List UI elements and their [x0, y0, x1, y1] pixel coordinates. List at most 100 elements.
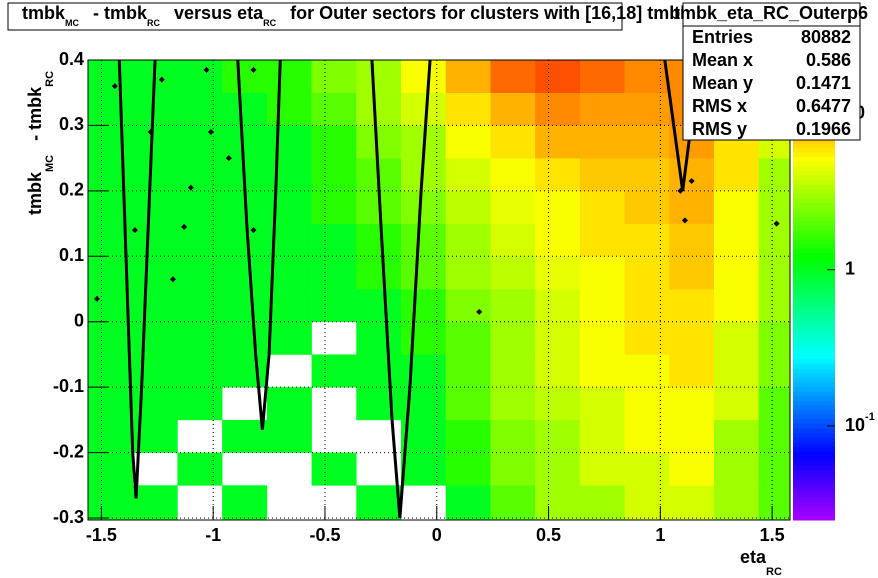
heatmap-cell: [445, 419, 491, 453]
palette-step: [793, 400, 835, 406]
palette-step: [793, 216, 835, 222]
heatmap-cell: [177, 387, 223, 421]
palette-step: [793, 469, 835, 475]
heatmap-cell: [624, 289, 670, 323]
heatmap-cell: [579, 354, 625, 388]
y-tick-label: 0.2: [59, 180, 84, 200]
heatmap-cell: [669, 387, 715, 421]
data-point: [681, 217, 688, 224]
heatmap-cell: [400, 190, 447, 224]
palette-step: [793, 152, 835, 158]
heatmap-cell: [222, 256, 268, 290]
heatmap-cell: [669, 419, 715, 453]
heatmap-cell: [713, 321, 760, 355]
title-sub: MC: [65, 18, 79, 28]
chart-title: tmbkMC - tmbkRC versus etaRC for Outer s…: [22, 3, 700, 29]
heatmap-cell: [758, 485, 790, 520]
heatmap-cell: [713, 419, 760, 453]
x-tick-label: -1.5: [86, 525, 117, 545]
heatmap-cell: [490, 354, 536, 388]
heatmap-cell: [579, 289, 625, 323]
heatmap-cell: [713, 354, 760, 388]
heatmap-cell: [579, 256, 625, 290]
heatmap-cell: [713, 485, 760, 520]
palette-step: [793, 142, 835, 148]
title-part: versus eta: [169, 3, 264, 23]
stats-value: 80882: [801, 27, 851, 47]
x-tick-label: 1: [655, 525, 665, 545]
heatmap-cell: [669, 452, 715, 486]
palette-step: [793, 409, 835, 415]
x-tick-label: 0: [432, 525, 442, 545]
heatmap-cell: [445, 125, 491, 159]
palette-step: [793, 359, 835, 365]
heatmap-cell: [490, 485, 536, 520]
heatmap-cell: [579, 485, 625, 520]
palette-step: [793, 303, 835, 309]
heatmap-cell: [356, 256, 402, 290]
heatmap-cell: [445, 256, 491, 290]
label-sub: RC: [44, 71, 56, 87]
heatmap-cell: [311, 289, 357, 323]
heatmap-cell: [624, 190, 670, 224]
palette-step: [793, 170, 835, 176]
fit-curve: [236, 60, 282, 430]
heatmap-cell: [758, 289, 790, 323]
heatmap-cell: [356, 485, 402, 520]
heatmap-cell: [669, 485, 715, 520]
palette-step: [793, 322, 835, 328]
palette-step: [793, 460, 835, 466]
palette-step: [793, 188, 835, 194]
heatmap-cell: [490, 60, 536, 94]
heatmap-cell: [535, 419, 581, 453]
heatmap-cell: [535, 485, 581, 520]
heatmap-cell: [400, 60, 447, 94]
palette-step: [793, 262, 835, 268]
heatmap-cell: [88, 92, 134, 126]
heatmap-cell: [535, 223, 581, 257]
heatmap-cell: [266, 387, 312, 421]
stats-label: RMS y: [692, 119, 747, 139]
stats-label: Mean y: [692, 73, 753, 93]
heatmap-cell: [132, 223, 178, 257]
heatmap-cell: [266, 289, 312, 323]
heatmap-cell: [266, 419, 312, 453]
palette-step: [793, 184, 835, 190]
title-sub: RC: [147, 18, 160, 28]
title-part: tmbk: [22, 3, 66, 23]
heatmap-cell: [88, 125, 134, 159]
heatmap-cell: [445, 289, 491, 323]
palette-step: [793, 474, 835, 480]
heatmap-cell: [490, 452, 536, 486]
heatmap-cell: [132, 289, 178, 323]
heatmap-cell: [222, 289, 268, 323]
fit-curve: [117, 60, 157, 499]
palette-step: [793, 349, 835, 355]
palette-step: [793, 248, 835, 254]
heatmap-cell: [713, 190, 760, 224]
heatmap-cell: [177, 92, 223, 126]
heatmap-cell: [579, 158, 625, 192]
heatmap-cell: [222, 92, 268, 126]
palette-step: [793, 382, 835, 388]
heatmap-cell: [356, 125, 402, 159]
palette-step: [793, 234, 835, 240]
heatmap-cell: [669, 321, 715, 355]
palette-step: [793, 257, 835, 263]
heatmap-cell: [758, 321, 790, 355]
stats-value: 0.1471: [796, 73, 851, 93]
heatmap-cell: [535, 92, 581, 126]
heatmap-cell: [177, 289, 223, 323]
y-tick-label: 0.1: [59, 245, 84, 265]
palette-step: [793, 276, 835, 282]
x-tick-label: 1.5: [760, 525, 785, 545]
heatmap-cell: [88, 321, 134, 355]
heatmap-cell: [88, 289, 134, 323]
data-point: [207, 128, 214, 135]
heatmap-cell: [669, 158, 715, 192]
z-tick-label: 1: [845, 258, 855, 278]
heatmap-cell: [713, 223, 760, 257]
palette-step: [793, 326, 835, 332]
palette-step: [793, 510, 835, 516]
